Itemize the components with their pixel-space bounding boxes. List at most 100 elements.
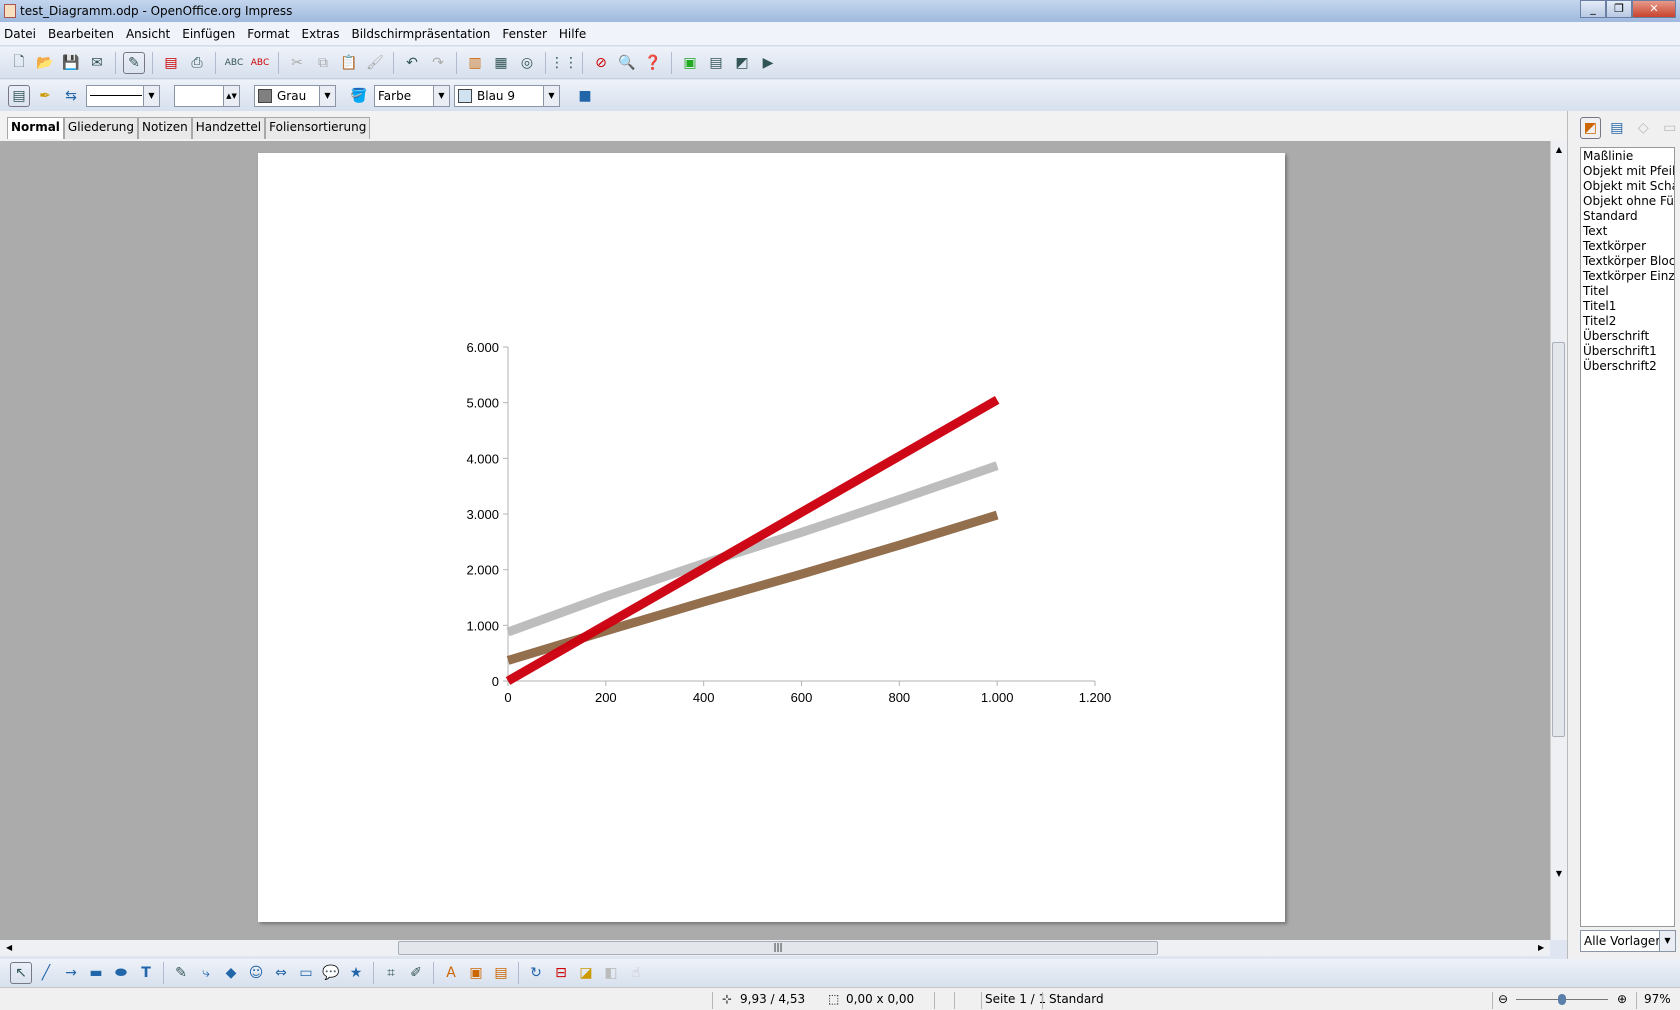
new-icon[interactable]: 🗋	[13, 53, 25, 70]
paste-icon[interactable]: 📋	[340, 54, 358, 71]
glue-points-icon[interactable]: ✐	[410, 965, 422, 981]
points-icon[interactable]: ⌗	[387, 965, 395, 981]
new-style-icon[interactable]: ▭	[1663, 120, 1677, 136]
slide-design-icon[interactable]: ◩	[735, 54, 749, 71]
slideshow-icon[interactable]: ▶	[762, 54, 774, 71]
style-item[interactable]: Maßlinie	[1583, 149, 1634, 163]
styles-formatting-icon[interactable]: ▤	[8, 84, 30, 107]
style-item[interactable]: Objekt ohne Füllung	[1583, 194, 1674, 208]
style-item[interactable]: Überschrift1	[1583, 344, 1657, 358]
area-style-select[interactable]: Farbe ▼	[374, 84, 450, 107]
symbol-shapes-icon[interactable]: ☺	[248, 965, 264, 981]
maximize-button[interactable]: ❐	[1606, 0, 1632, 18]
menu-einfuegen[interactable]: Einfügen	[182, 26, 236, 41]
connector-icon[interactable]: ⤷	[202, 965, 210, 981]
spellcheck-icon[interactable]: ABC	[224, 57, 244, 68]
style-item[interactable]: Textkörper Blocksatz	[1583, 254, 1675, 268]
tab-gliederung[interactable]: Gliederung	[63, 117, 139, 139]
style-filter-select[interactable]: Alle Vorlagen ▼	[1580, 930, 1676, 952]
zoom-out-icon[interactable]: ⊖	[1498, 992, 1509, 1006]
from-file-icon[interactable]: ▣	[469, 965, 483, 981]
copy-icon[interactable]: ⧉	[318, 54, 328, 71]
arrow-tool-icon[interactable]: →	[65, 965, 77, 981]
block-arrows-icon[interactable]: ⇔	[275, 965, 287, 981]
menu-extras[interactable]: Extras	[301, 26, 340, 41]
extrusion-icon[interactable]: ◧	[604, 965, 618, 981]
email-icon[interactable]: ✉	[91, 54, 103, 71]
tab-foliensortierung[interactable]: Foliensortierung	[265, 117, 371, 139]
area-color-select[interactable]: Blau 9 ▼	[454, 84, 560, 107]
chart[interactable]: 0 200 400 600 800 1.000 1.200 0 1.000 2.000 3.000 4…	[258, 153, 1285, 922]
fontwork-icon[interactable]: A	[446, 965, 456, 981]
menu-hilfe[interactable]: Hilfe	[558, 26, 587, 41]
callouts-icon[interactable]: 💬	[322, 965, 340, 981]
minimize-button[interactable]: _	[1580, 0, 1606, 18]
cut-icon[interactable]: ✂	[291, 54, 303, 71]
menu-format[interactable]: Format	[247, 26, 290, 41]
tab-normal[interactable]: Normal	[7, 117, 64, 139]
menu-bildschirmpraesentation[interactable]: Bildschirmpräsentation	[351, 26, 491, 41]
open-icon[interactable]: 📂	[36, 54, 54, 71]
line-style-select[interactable]: ▼	[86, 84, 160, 107]
display-grid-icon[interactable]: ◎	[520, 54, 534, 71]
edit-file-icon[interactable]: ✎	[123, 51, 145, 74]
style-item[interactable]: Titel	[1583, 284, 1609, 298]
fill-format-mode-icon[interactable]: ◇	[1637, 120, 1649, 136]
style-item[interactable]: Überschrift	[1583, 329, 1650, 343]
new-slide-icon[interactable]: ▣	[683, 54, 697, 71]
chart-icon[interactable]: ▥	[468, 54, 482, 71]
menu-bearbeiten[interactable]: Bearbeiten	[48, 26, 114, 41]
style-item[interactable]: Objekt mit Pfeilspitze	[1583, 164, 1675, 178]
rotate-icon[interactable]: ↻	[530, 965, 542, 981]
arrange-icon[interactable]: ◪	[579, 965, 593, 981]
arrow-style-icon[interactable]: ⇆	[65, 87, 77, 104]
tab-notizen[interactable]: Notizen	[138, 117, 192, 139]
slide-layout-icon[interactable]: ▤	[709, 54, 723, 71]
style-item[interactable]: Überschrift2	[1583, 359, 1657, 373]
line-color-select[interactable]: Grau ▼	[254, 84, 336, 107]
ellipse-icon[interactable]: ⬬	[115, 965, 127, 981]
help-icon[interactable]: ❓	[644, 54, 662, 71]
zoom-in-icon[interactable]: ⊕	[1617, 992, 1628, 1006]
shadow-icon[interactable]: ■	[578, 87, 592, 104]
undo-icon[interactable]: ↶	[406, 54, 418, 71]
print-icon[interactable]: ⎙	[191, 54, 203, 71]
area-icon[interactable]: 🪣	[350, 87, 368, 104]
pdf-export-icon[interactable]: ▤	[164, 54, 178, 71]
vertical-scroll-thumb[interactable]	[1552, 342, 1565, 737]
toggle-extrusion-icon[interactable]: ☝	[631, 965, 641, 981]
line-width-input[interactable]: ▲▼	[174, 84, 240, 107]
flowchart-icon[interactable]: ▭	[299, 965, 313, 981]
text-icon[interactable]: T	[141, 965, 151, 981]
menu-datei[interactable]: Datei	[4, 26, 37, 41]
zoom-slider-thumb[interactable]	[1558, 994, 1566, 1005]
select-icon[interactable]: ↖	[10, 962, 32, 984]
rectangle-icon[interactable]: ▬	[89, 965, 103, 981]
style-item[interactable]: Textkörper Einzug	[1583, 269, 1675, 283]
basic-shapes-icon[interactable]: ◆	[225, 965, 237, 981]
navigator-icon[interactable]: ⊘	[595, 54, 607, 71]
line-tool-icon[interactable]: ╱	[41, 965, 51, 981]
redo-icon[interactable]: ↷	[432, 54, 444, 71]
style-item[interactable]: Titel1	[1583, 299, 1617, 313]
menu-fenster[interactable]: Fenster	[502, 26, 547, 41]
format-paintbrush-icon[interactable]: 🖌	[366, 54, 384, 71]
save-icon[interactable]: 💾	[62, 54, 80, 71]
graphics-styles-icon[interactable]: ◩	[1580, 117, 1601, 139]
style-item[interactable]: Titel2	[1583, 314, 1617, 328]
align-icon[interactable]: ⊟	[555, 965, 567, 981]
close-button[interactable]: ✕	[1632, 0, 1676, 18]
autospellcheck-icon[interactable]: ABC	[250, 57, 270, 68]
style-item[interactable]: Standard	[1583, 209, 1638, 223]
tab-handzettel[interactable]: Handzettel	[191, 117, 266, 139]
grid-icon[interactable]: ⋮⋮	[550, 54, 578, 71]
line-icon[interactable]: ✒	[39, 87, 51, 104]
table-icon[interactable]: ▦	[494, 54, 508, 71]
style-item[interactable]: Objekt mit Schatten	[1583, 179, 1674, 193]
curve-icon[interactable]: ✎	[175, 965, 187, 981]
presentation-styles-icon[interactable]: ▤	[1610, 120, 1624, 136]
style-item[interactable]: Textkörper	[1583, 239, 1646, 253]
horizontal-scroll-thumb[interactable]: |||	[398, 941, 1158, 955]
gallery-icon[interactable]: ▤	[494, 965, 508, 981]
